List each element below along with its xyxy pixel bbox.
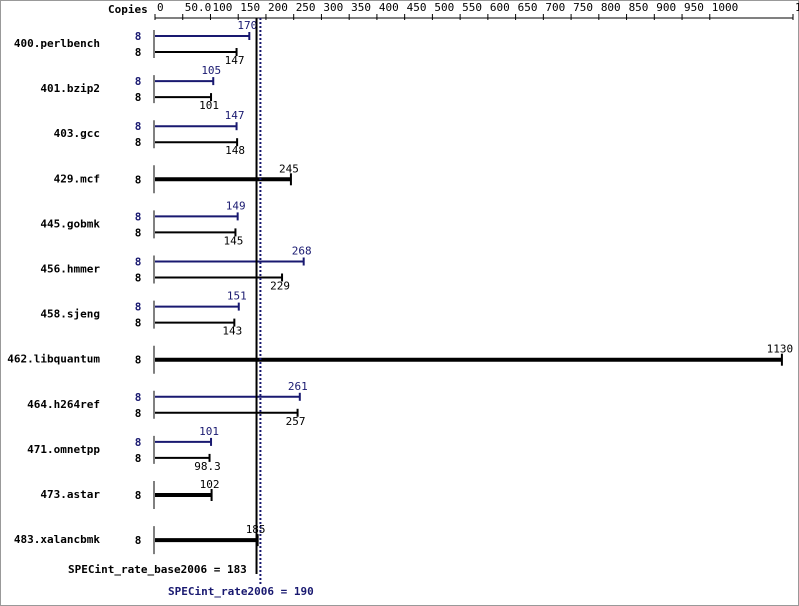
copies-label: 8	[135, 452, 142, 465]
copies-label: 8	[135, 436, 142, 449]
category-label: 464.h264ref	[27, 398, 100, 411]
x-tick-label: 100	[212, 1, 232, 14]
value-label: 245	[279, 162, 299, 175]
copies-label: 8	[135, 407, 142, 420]
copies-label: 8	[135, 256, 142, 269]
value-label: 149	[226, 199, 246, 212]
x-tick-label: 350	[351, 1, 371, 14]
copies-label: 8	[135, 136, 142, 149]
copies-label: 8	[135, 46, 142, 59]
value-label: 98.3	[194, 460, 221, 473]
copies-label: 8	[135, 301, 142, 314]
copies-label: 8	[135, 30, 142, 43]
x-tick-label: 0	[157, 1, 164, 14]
x-tick-label: 650	[518, 1, 538, 14]
category-label: 462.libquantum	[7, 353, 100, 366]
x-tick-label: 200	[268, 1, 288, 14]
x-tick-label: 250	[296, 1, 316, 14]
copies-label: 8	[135, 75, 142, 88]
value-label: 257	[286, 415, 306, 428]
x-tick-label: 1000	[712, 1, 739, 14]
category-label: 429.mcf	[54, 172, 100, 185]
value-label: 268	[292, 245, 312, 258]
x-tick-label: 750	[573, 1, 593, 14]
x-tick-label: 850	[629, 1, 649, 14]
copies-label: 8	[135, 210, 142, 223]
value-label: 147	[225, 54, 245, 67]
category-label: 403.gcc	[54, 127, 100, 140]
copies-label: 8	[135, 354, 142, 367]
x-tick-label: 1150	[795, 1, 799, 14]
category-label: 401.bzip2	[40, 82, 100, 95]
copies-label: 8	[135, 272, 142, 285]
x-tick-label: 800	[601, 1, 621, 14]
value-label: 261	[288, 380, 308, 393]
value-label: 145	[224, 234, 244, 247]
x-tick-label: 300	[323, 1, 343, 14]
value-label: 148	[225, 144, 245, 157]
copies-label: 8	[135, 173, 142, 186]
value-label: 143	[222, 325, 242, 338]
x-tick-label: 900	[656, 1, 676, 14]
value-label: 151	[227, 290, 247, 303]
category-label: 456.hmmer	[40, 263, 100, 276]
x-tick-label: 50.0	[185, 1, 212, 14]
x-tick-label: 150	[240, 1, 260, 14]
value-label: 101	[199, 99, 219, 112]
copies-label: 8	[135, 534, 142, 547]
category-label: 473.astar	[40, 488, 100, 501]
value-label: 101	[199, 425, 219, 438]
x-tick-label: 950	[684, 1, 704, 14]
copies-label: 8	[135, 91, 142, 104]
copies-label: 8	[135, 226, 142, 239]
reference-label: SPECint_rate2006 = 190	[168, 585, 314, 598]
axis-title: Copies	[108, 3, 148, 16]
reference-label: SPECint_rate_base2006 = 183	[68, 563, 247, 576]
value-label: 229	[270, 280, 290, 293]
x-tick-label: 450	[407, 1, 427, 14]
copies-label: 8	[135, 391, 142, 404]
category-label: 483.xalancbmk	[14, 533, 100, 546]
value-label: 147	[225, 109, 245, 122]
x-tick-label: 600	[490, 1, 510, 14]
copies-label: 8	[135, 317, 142, 330]
value-label: 105	[201, 64, 221, 77]
value-label: 170	[237, 19, 257, 32]
x-tick-label: 550	[462, 1, 482, 14]
x-tick-label: 400	[379, 1, 399, 14]
category-label: 458.sjeng	[40, 308, 100, 321]
category-label: 400.perlbench	[14, 37, 100, 50]
copies-label: 8	[135, 120, 142, 133]
copies-label: 8	[135, 489, 142, 502]
value-label: 102	[200, 478, 220, 491]
category-label: 471.omnetpp	[27, 443, 100, 456]
category-label: 445.gobmk	[40, 217, 100, 230]
x-tick-label: 700	[545, 1, 565, 14]
value-label: 1130	[767, 343, 794, 356]
x-tick-label: 500	[434, 1, 454, 14]
